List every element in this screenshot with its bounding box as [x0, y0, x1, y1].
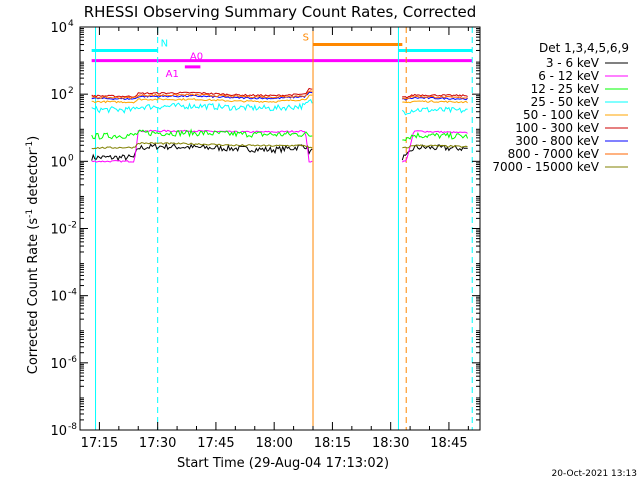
series-line: [401, 130, 468, 163]
series-line: [401, 144, 468, 161]
flag-label: A1: [166, 69, 179, 80]
series-line: [91, 142, 313, 162]
legend-entry-label: 12 - 25 keV: [531, 82, 600, 96]
y-tick-label: 10: [50, 155, 67, 170]
series-line: [402, 144, 468, 149]
vertical-marker-layer: [95, 27, 473, 430]
y-axis-label-part: Corrected Count Rate (s: [26, 218, 41, 375]
y-tick-label: 10: [50, 88, 67, 103]
flag-label: A0: [190, 52, 203, 63]
legend-entry-label: 300 - 800 keV: [515, 134, 599, 148]
legend-entry-label: 7000 - 15000 keV: [492, 160, 599, 174]
x-tick-label: 18:15: [314, 436, 351, 451]
x-axis-label: Start Time (29-Aug-04 17:13:02): [177, 456, 389, 471]
legend-entry-label: 3 - 6 keV: [546, 56, 600, 70]
x-tick-label: 18:30: [372, 436, 409, 451]
x-tick-label: 18:45: [430, 436, 467, 451]
series-line: [91, 128, 313, 140]
series-line: [402, 100, 468, 104]
y-tick-label: 10: [50, 357, 67, 372]
legend-header: Det 1,3,4,5,6,9: [539, 41, 629, 55]
y-tick-label: 10: [50, 21, 67, 36]
y-tick-exponent: -8: [68, 422, 77, 432]
y-tick-exponent: 4: [68, 19, 74, 29]
series-line: [91, 94, 313, 104]
series-line: [91, 129, 313, 163]
x-tick-label: 17:45: [197, 436, 234, 451]
y-tick-exponent: 0: [68, 153, 74, 163]
series-line: [402, 131, 469, 142]
plot-frame: [79, 26, 481, 431]
legend-entry-label: 100 - 300 keV: [515, 121, 599, 135]
y-axis-label: Corrected Count Rate (s-1 detector-1): [25, 136, 41, 374]
series-layer: [91, 87, 469, 163]
y-tick-exponent: 2: [68, 86, 74, 96]
y-tick-exponent: -2: [68, 221, 77, 231]
flag-label: S: [303, 33, 309, 44]
y-axis-label-part: -1: [25, 141, 35, 150]
legend-entry-label: 50 - 100 keV: [523, 108, 600, 122]
legend-entry-label: 6 - 12 keV: [538, 69, 600, 83]
y-axis-label-part: detector: [26, 149, 41, 209]
series-line: [91, 90, 313, 100]
y-axis-label-part: -1: [25, 209, 35, 218]
footer-timestamp: 20-Oct-2021 13:13: [552, 469, 637, 479]
x-tick-label: 17:15: [81, 436, 118, 451]
series-line: [91, 99, 313, 114]
y-axis-label-part: ): [26, 136, 41, 141]
series-line: [91, 91, 313, 101]
y-tick-label: 10: [50, 290, 67, 305]
series-line: [402, 95, 468, 100]
legend-entry-label: 25 - 50 keV: [531, 95, 600, 109]
series-line: [402, 93, 468, 99]
series-line: [91, 87, 313, 98]
legend-entry-label: 800 - 7000 keV: [508, 147, 600, 161]
series-line: [401, 106, 468, 116]
y-tick-label: 10: [50, 223, 67, 238]
x-tick-label: 17:30: [139, 436, 176, 451]
series-line: [91, 142, 313, 150]
flag-label: N: [161, 38, 168, 49]
chart-title: RHESSI Observing Summary Count Rates, Co…: [84, 3, 477, 21]
x-tick-label: 18:00: [255, 436, 292, 451]
y-tick-exponent: -6: [68, 355, 77, 365]
series-line: [402, 96, 468, 101]
y-tick-label: 10: [50, 424, 67, 439]
y-tick-exponent: -4: [68, 288, 77, 298]
flag-layer: N S A0 A1: [91, 33, 473, 80]
